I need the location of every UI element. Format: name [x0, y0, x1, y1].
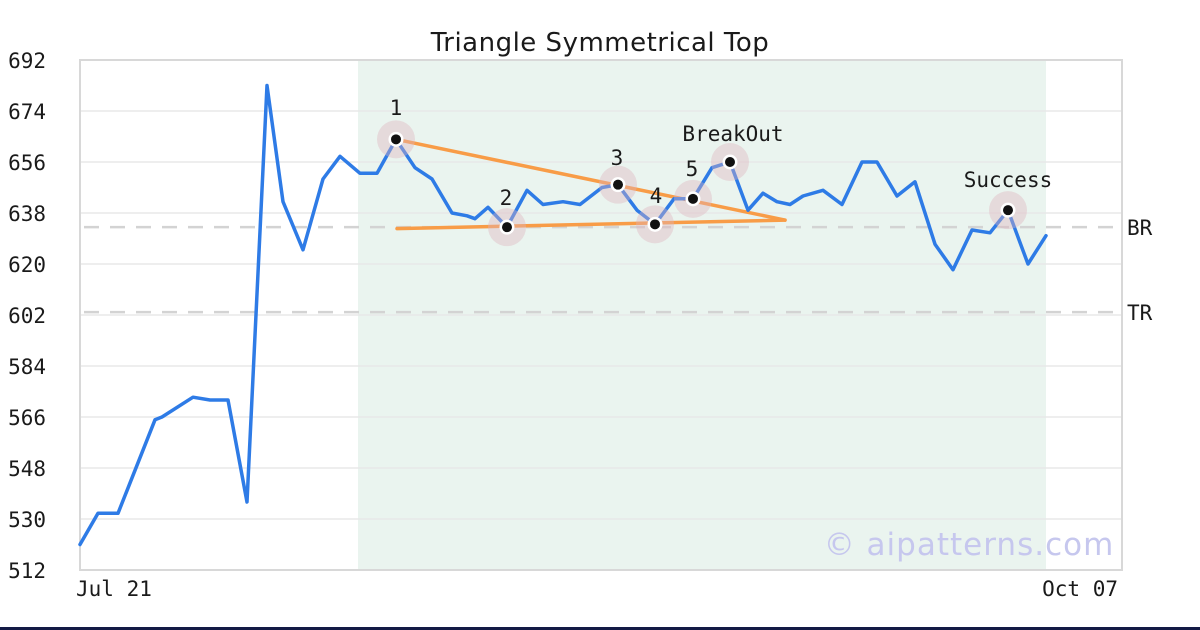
trendline-lower [395, 218, 787, 231]
level-label-br: BR [1127, 216, 1153, 240]
y-tick-label: 548 [8, 457, 46, 481]
y-tick-label: 566 [8, 406, 46, 430]
y-tick-label: 512 [8, 559, 46, 583]
x-axis-label-end: Oct 07 [1042, 577, 1118, 601]
point-dot-3 [613, 179, 623, 190]
x-axis-label-start: Jul 21 [76, 577, 152, 601]
y-tick-label: 602 [8, 304, 46, 328]
point-label-4: 4 [650, 184, 663, 208]
point-dot-breakout [725, 157, 735, 167]
point-dot-1 [391, 134, 401, 145]
point-label-1: 1 [390, 96, 403, 120]
plot-border [79, 59, 1123, 571]
y-tick-label: 692 [8, 49, 46, 73]
point-dot-4 [650, 219, 660, 230]
bottom-accent-bar [0, 627, 1200, 630]
point-label-5: 5 [686, 157, 699, 181]
trendline-upper [394, 137, 787, 222]
watermark: © aipatterns.com [823, 527, 1115, 563]
point-label-breakout: BreakOut [682, 122, 783, 146]
point-label-success: Success [964, 168, 1053, 192]
y-tick-label: 620 [8, 253, 46, 277]
y-tick-label: 584 [8, 355, 46, 379]
y-tick-label: 674 [8, 100, 46, 124]
price-line [78, 83, 1048, 547]
point-dot-5 [688, 193, 698, 204]
point-dot-2 [502, 222, 512, 233]
level-label-tr: TR [1127, 301, 1153, 325]
y-tick-label: 638 [8, 202, 46, 226]
point-label-3: 3 [611, 146, 624, 170]
point-dot-success [1003, 205, 1013, 216]
y-tick-label: 530 [8, 508, 46, 532]
y-tick-label: 656 [8, 151, 46, 175]
chart-title: Triangle Symmetrical Top [430, 28, 770, 58]
point-label-2: 2 [500, 186, 513, 210]
